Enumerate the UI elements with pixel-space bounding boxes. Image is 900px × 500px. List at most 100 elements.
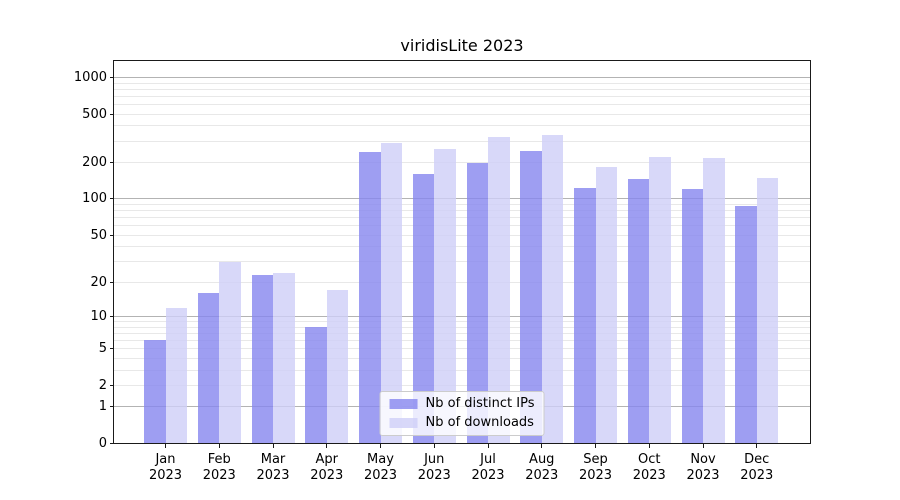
x-tick-year: 2023 [578,468,613,483]
bar-distinct-ips [197,293,220,444]
y-tick-label: 1 [98,399,107,415]
legend-item-downloads: Nb of downloads [389,415,535,430]
x-tick [702,444,704,448]
minor-gridline [114,113,810,115]
x-tick-year: 2023 [310,468,344,483]
y-tick-label: 500 [82,106,107,122]
x-tick [756,444,758,448]
x-tick-year: 2023 [417,468,451,483]
x-tick-year: 2023 [471,468,505,483]
y-tick-label: 1000 [73,69,107,85]
y-tick-label: 20 [90,274,107,290]
bar-downloads [488,136,510,444]
bar-downloads [273,272,295,444]
minor-gridline [114,95,810,97]
minor-gridline [114,162,810,163]
x-tick [326,444,328,448]
minor-gridline [114,261,810,263]
x-tick-label: Dec 2023 [727,452,787,484]
bar-downloads [434,149,456,444]
minor-gridline [114,203,810,205]
y-tick [110,234,114,236]
bar-distinct-ips [627,179,650,444]
chart-title: viridisLite 2023 [400,36,524,55]
bar-downloads [756,178,779,444]
minor-gridline [114,357,810,359]
x-tick-year: 2023 [202,468,236,483]
minor-gridline [114,103,810,105]
y-tick-label: 50 [90,227,107,243]
y-tick-label: 5 [98,341,107,357]
bar-distinct-ips [305,327,327,444]
minor-gridline [114,234,810,236]
x-tick-year: 2023 [632,468,666,483]
x-tick-label: Apr 2023 [297,452,357,484]
major-gridline [114,198,810,200]
y-tick-label: 200 [82,155,107,170]
x-tick [595,444,596,448]
x-tick [541,444,543,448]
bar-distinct-ips [251,275,273,444]
y-tick [110,162,114,163]
x-tick-year: 2023 [363,468,398,483]
bar-downloads [649,156,671,444]
y-tick [110,281,114,283]
x-tick-label: May 2023 [351,452,411,484]
x-tick-year: 2023 [256,468,290,483]
minor-gridline [114,217,810,219]
y-tick-label: 10 [90,308,107,324]
legend-label-distinct-ips: Nb of distinct IPs [425,396,535,411]
legend-swatch-downloads [389,418,418,428]
x-tick [487,444,489,448]
minor-gridline [114,326,810,328]
x-tick-label: Jun 2023 [404,452,464,484]
x-tick [648,444,650,448]
legend: Nb of distinct IPs Nb of downloads [379,391,545,436]
minor-gridline [114,140,810,142]
x-tick-label: Feb 2023 [189,452,249,484]
x-tick [380,444,381,448]
bar-distinct-ips [359,152,381,444]
minor-gridline [114,332,810,334]
minor-gridline [114,384,810,386]
legend-swatch-distinct-ips [389,399,418,409]
major-gridline [114,315,810,317]
bar-distinct-ips [520,150,542,444]
bar-distinct-ips [574,188,596,444]
bar-downloads [380,142,402,444]
bar-distinct-ips [144,340,166,444]
y-tick [110,443,114,444]
x-tick-year: 2023 [686,468,720,483]
major-gridline [114,76,810,78]
y-tick [110,198,114,200]
minor-gridline [114,369,810,371]
minor-gridline [114,246,810,248]
minor-gridline [114,210,810,212]
plot-area: Nb of distinct IPs Nb of downloads [113,60,811,444]
bar-distinct-ips [466,163,488,444]
y-tick [110,348,114,350]
y-tick-label: 2 [98,377,107,393]
legend-label-downloads: Nb of downloads [425,415,534,430]
x-tick-year: 2023 [740,468,774,483]
minor-gridline [114,125,810,127]
x-tick-label: Nov 2023 [673,452,733,484]
minor-gridline [114,82,810,84]
bar-distinct-ips [412,173,435,444]
x-tick-year: 2023 [148,468,183,483]
y-tick [110,384,114,386]
bar-distinct-ips [735,206,757,444]
bar-downloads [703,157,725,444]
x-tick-label: Oct 2023 [619,452,679,484]
legend-item-distinct-ips: Nb of distinct IPs [389,396,535,411]
x-tick [165,444,166,448]
bar-downloads [541,134,564,444]
x-tick-label: Jul 2023 [458,452,518,484]
y-tick [110,113,114,115]
x-tick [272,444,274,448]
bar-downloads [595,167,617,444]
x-tick [433,444,435,448]
bar-downloads [326,290,349,444]
minor-gridline [114,88,810,90]
